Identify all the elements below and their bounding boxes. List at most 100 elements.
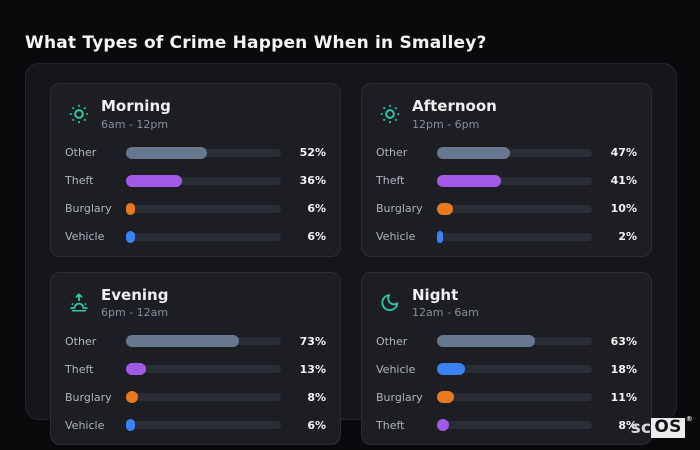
card-header: Night 12am - 6am	[378, 285, 635, 319]
bar-row: Vehicle 6%	[65, 228, 326, 246]
bar-fill	[437, 230, 443, 243]
bar-track	[437, 419, 592, 431]
card-time-range: 6am - 12pm	[101, 117, 169, 131]
card-afternoon: Afternoon 12pm - 6pm Other 47% Theft 41%…	[361, 83, 652, 257]
category-label: Theft	[376, 418, 405, 432]
category-label: Vehicle	[376, 362, 416, 376]
bar-row: Other 52%	[65, 144, 326, 162]
card-morning: Morning 6am - 12pm Other 52% Theft 36% B…	[50, 83, 341, 257]
category-label: Other	[65, 334, 97, 348]
card-title: Afternoon	[412, 97, 497, 115]
percent-value: 41%	[610, 174, 637, 187]
scos-logo-boxed: OS	[651, 418, 685, 438]
bar-fill	[126, 419, 136, 431]
sunrise-icon	[67, 291, 91, 315]
bar-row: Vehicle 2%	[376, 228, 637, 246]
category-label: Other	[376, 334, 408, 348]
bar-row: Theft 36%	[65, 172, 326, 190]
moon-icon	[378, 291, 402, 315]
bar-row: Burglary 11%	[376, 388, 637, 406]
bar-track	[437, 335, 592, 347]
card-header: Afternoon 12pm - 6pm	[378, 98, 635, 131]
percent-value: 10%	[610, 202, 637, 215]
sun-icon	[378, 102, 402, 126]
bar-track	[126, 230, 281, 243]
category-label: Burglary	[376, 390, 423, 404]
category-label: Vehicle	[65, 418, 105, 432]
bar-track	[437, 202, 592, 215]
bar-fill	[437, 146, 510, 159]
category-label: Other	[376, 146, 408, 159]
percent-value: 8%	[307, 390, 326, 404]
card-title: Night	[412, 285, 459, 304]
bar-fill	[437, 391, 455, 403]
bar-track	[126, 335, 281, 347]
page-title: What Types of Crime Happen When in Small…	[25, 33, 487, 54]
bar-chart: Other 73% Theft 13% Burglary 8% Vehicle …	[65, 332, 326, 434]
category-label: Theft	[376, 174, 405, 187]
bar-track	[437, 363, 592, 375]
sun-icon	[67, 102, 91, 126]
card-time-range: 12am - 6am	[412, 306, 479, 319]
category-label: Burglary	[376, 202, 423, 215]
scos-logo-prefix: sc	[630, 418, 652, 438]
percent-value: 63%	[610, 334, 637, 348]
bar-track	[126, 419, 281, 431]
percent-value: 18%	[610, 362, 637, 376]
card-time-range: 12pm - 6pm	[412, 117, 480, 131]
bar-fill	[437, 335, 535, 347]
category-label: Burglary	[65, 202, 112, 215]
bar-track	[126, 174, 281, 187]
card-header: Morning 6am - 12pm	[67, 98, 324, 131]
percent-value: 36%	[299, 174, 326, 187]
card-night: Night 12am - 6am Other 63% Vehicle 18% B…	[361, 271, 652, 445]
bar-fill	[126, 146, 207, 159]
card-header: Evening 6pm - 12am	[67, 285, 324, 319]
bar-fill	[437, 202, 453, 215]
category-label: Vehicle	[376, 230, 416, 243]
percent-value: 8%	[618, 418, 637, 432]
bar-row: Other 73%	[65, 332, 326, 350]
bar-fill	[126, 391, 139, 403]
bar-row: Vehicle 18%	[376, 360, 637, 378]
percent-value: 73%	[299, 334, 326, 348]
bar-row: Vehicle 6%	[65, 416, 326, 434]
bar-track	[437, 230, 592, 243]
bar-track	[126, 363, 281, 375]
bar-fill	[437, 419, 450, 431]
bar-row: Theft 8%	[376, 416, 637, 434]
card-time-range: 6pm - 12am	[101, 306, 169, 319]
category-label: Burglary	[65, 390, 112, 404]
bar-row: Burglary 6%	[65, 200, 326, 218]
bar-fill	[126, 174, 182, 187]
bar-track	[437, 146, 592, 159]
crime-by-time-panel: Morning 6am - 12pm Other 52% Theft 36% B…	[25, 63, 677, 445]
percent-value: 6%	[307, 230, 326, 243]
bar-fill	[437, 363, 465, 375]
bar-row: Other 63%	[376, 332, 637, 350]
bar-track	[126, 391, 281, 403]
percent-value: 6%	[307, 202, 326, 215]
bar-chart: Other 63% Vehicle 18% Burglary 11% Theft…	[376, 332, 637, 434]
category-label: Vehicle	[65, 230, 105, 243]
category-label: Other	[65, 146, 97, 159]
bar-row: Other 47%	[376, 144, 637, 162]
category-label: Theft	[65, 362, 94, 376]
category-label: Theft	[65, 174, 94, 187]
percent-value: 13%	[299, 362, 326, 376]
registered-mark: ®	[685, 415, 693, 423]
percent-value: 6%	[307, 418, 326, 432]
card-title: Morning	[101, 97, 171, 115]
bar-fill	[126, 335, 240, 347]
bar-row: Burglary 10%	[376, 200, 637, 218]
bar-track	[437, 174, 592, 187]
card-evening: Evening 6pm - 12am Other 73% Theft 13% B…	[50, 271, 341, 445]
percent-value: 47%	[610, 146, 637, 159]
bar-chart: Other 47% Theft 41% Burglary 10% Vehicle…	[376, 144, 637, 246]
bar-row: Theft 41%	[376, 172, 637, 190]
bar-chart: Other 52% Theft 36% Burglary 6% Vehicle …	[65, 144, 326, 246]
bar-fill	[126, 363, 147, 375]
bar-fill	[126, 202, 136, 215]
scos-logo: sc OS ®	[630, 415, 693, 438]
card-title: Evening	[101, 285, 169, 304]
